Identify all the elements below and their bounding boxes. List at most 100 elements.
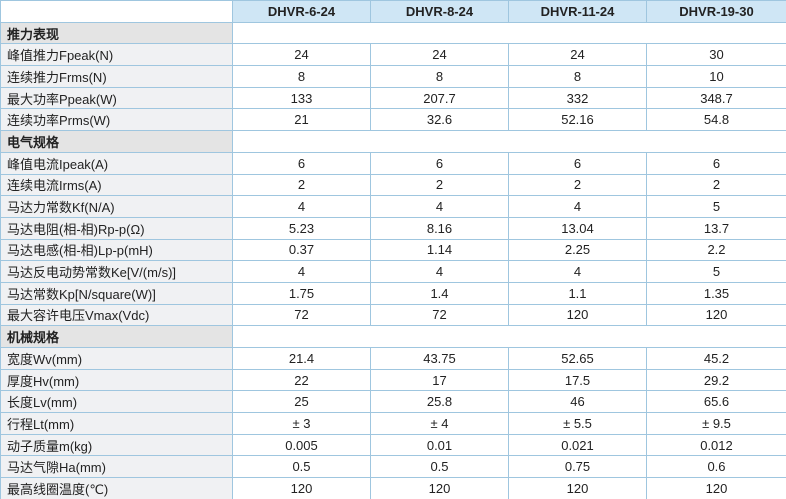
cell-value: 0.37 — [232, 238, 371, 262]
data-row: 峰值电流Ipeak(A) 6 6 6 6 — [0, 151, 786, 175]
cell-value: 4 — [232, 260, 371, 283]
row-label: 最大容许电压Vmax(Vdc) — [0, 303, 233, 327]
cell-value: 332 — [508, 86, 647, 110]
row-label: 连续功率Prms(W) — [0, 108, 233, 132]
section-title: 机械规格 — [0, 325, 233, 348]
cell-value: 120 — [508, 477, 647, 499]
cell-value: 52.65 — [508, 347, 647, 370]
row-label: 宽度Wv(mm) — [0, 347, 233, 370]
row-label: 马达力常数Kf(N/A) — [0, 195, 233, 218]
row-label: 连续推力Frms(N) — [0, 65, 233, 88]
cell-value: 5.23 — [232, 216, 371, 240]
cell-value: 1.4 — [370, 281, 509, 305]
section-row: 电气规格 — [0, 130, 786, 153]
row-label: 行程Lt(mm) — [0, 412, 233, 435]
cell-value: 29.2 — [646, 368, 786, 392]
cell-value: 45.2 — [646, 347, 786, 370]
cell-value: 0.5 — [370, 455, 509, 479]
cell-value: 5 — [646, 195, 786, 218]
cell-value: 13.04 — [508, 216, 647, 240]
cell-value: 25.8 — [370, 390, 509, 414]
cell-value: 1.75 — [232, 281, 371, 305]
cell-value: 21.4 — [232, 347, 371, 370]
cell-value: 0.01 — [370, 433, 509, 457]
column-header: DHVR-11-24 — [508, 0, 647, 23]
cell-value: 17.5 — [508, 368, 647, 392]
cell-value: 21 — [232, 108, 371, 132]
corner-cell — [0, 0, 233, 23]
cell-value: 30 — [646, 43, 786, 67]
row-label: 动子质量m(kg) — [0, 433, 233, 457]
cell-value: 4 — [370, 195, 509, 218]
cell-value: ± 5.5 — [508, 412, 647, 435]
cell-value: 2 — [370, 173, 509, 197]
cell-value: 120 — [646, 303, 786, 327]
row-label: 马达气隙Ha(mm) — [0, 455, 233, 479]
cell-value: 8 — [232, 65, 371, 88]
section-blank — [232, 325, 786, 348]
cell-value: 0.021 — [508, 433, 647, 457]
cell-value: 46 — [508, 390, 647, 414]
cell-value: 1.1 — [508, 281, 647, 305]
section-blank — [232, 21, 786, 45]
row-label: 连续电流Irms(A) — [0, 173, 233, 197]
cell-value: 4 — [232, 195, 371, 218]
cell-value: 52.16 — [508, 108, 647, 132]
cell-value: 8 — [508, 65, 647, 88]
data-row: 连续推力Frms(N) 8 8 8 10 — [0, 65, 786, 88]
data-row: 厚度Hv(mm) 22 17 17.5 29.2 — [0, 368, 786, 392]
data-row: 最大容许电压Vmax(Vdc) 72 72 120 120 — [0, 303, 786, 327]
cell-value: 8.16 — [370, 216, 509, 240]
cell-value: 4 — [508, 195, 647, 218]
column-header: DHVR-19-30 — [646, 0, 786, 23]
cell-value: 0.6 — [646, 455, 786, 479]
cell-value: 120 — [508, 303, 647, 327]
data-row: 马达反电动势常数Ke[V/(m/s)] 4 4 4 5 — [0, 260, 786, 283]
cell-value: 24 — [232, 43, 371, 67]
section-row: 机械规格 — [0, 325, 786, 348]
section-blank — [232, 130, 786, 153]
cell-value: 0.75 — [508, 455, 647, 479]
data-row: 动子质量m(kg) 0.005 0.01 0.021 0.012 — [0, 433, 786, 457]
data-row: 峰值推力Fpeak(N) 24 24 24 30 — [0, 43, 786, 67]
cell-value: 348.7 — [646, 86, 786, 110]
data-row: 马达气隙Ha(mm) 0.5 0.5 0.75 0.6 — [0, 455, 786, 479]
cell-value: 5 — [646, 260, 786, 283]
data-row: 宽度Wv(mm) 21.4 43.75 52.65 45.2 — [0, 347, 786, 370]
row-label: 长度Lv(mm) — [0, 390, 233, 414]
cell-value: 72 — [232, 303, 371, 327]
data-row: 最高线圈温度(℃) 120 120 120 120 — [0, 477, 786, 499]
cell-value: 6 — [370, 151, 509, 175]
header-row: DHVR-6-24 DHVR-8-24 DHVR-11-24 DHVR-19-30 — [0, 0, 786, 23]
data-row: 长度Lv(mm) 25 25.8 46 65.6 — [0, 390, 786, 414]
cell-value: 17 — [370, 368, 509, 392]
row-label: 马达常数Kp[N/square(W)] — [0, 281, 233, 305]
data-row: 行程Lt(mm) ± 3 ± 4 ± 5.5 ± 9.5 — [0, 412, 786, 435]
cell-value: 32.6 — [370, 108, 509, 132]
cell-value: 2 — [232, 173, 371, 197]
row-label: 峰值电流Ipeak(A) — [0, 151, 233, 175]
section-title: 电气规格 — [0, 130, 233, 153]
cell-value: 207.7 — [370, 86, 509, 110]
cell-value: 120 — [370, 477, 509, 499]
cell-value: 1.14 — [370, 238, 509, 262]
row-label: 马达反电动势常数Ke[V/(m/s)] — [0, 260, 233, 283]
cell-value: 120 — [646, 477, 786, 499]
cell-value: 72 — [370, 303, 509, 327]
data-row: 最大功率Ppeak(W) 133 207.7 332 348.7 — [0, 86, 786, 110]
cell-value: 0.005 — [232, 433, 371, 457]
cell-value: 65.6 — [646, 390, 786, 414]
cell-value: 0.5 — [232, 455, 371, 479]
cell-value: 2.25 — [508, 238, 647, 262]
column-header: DHVR-6-24 — [232, 0, 371, 23]
cell-value: 6 — [508, 151, 647, 175]
cell-value: 2.2 — [646, 238, 786, 262]
cell-value: 24 — [370, 43, 509, 67]
cell-value: 4 — [370, 260, 509, 283]
data-row: 连续电流Irms(A) 2 2 2 2 — [0, 173, 786, 197]
cell-value: 25 — [232, 390, 371, 414]
cell-value: 4 — [508, 260, 647, 283]
cell-value: 2 — [508, 173, 647, 197]
